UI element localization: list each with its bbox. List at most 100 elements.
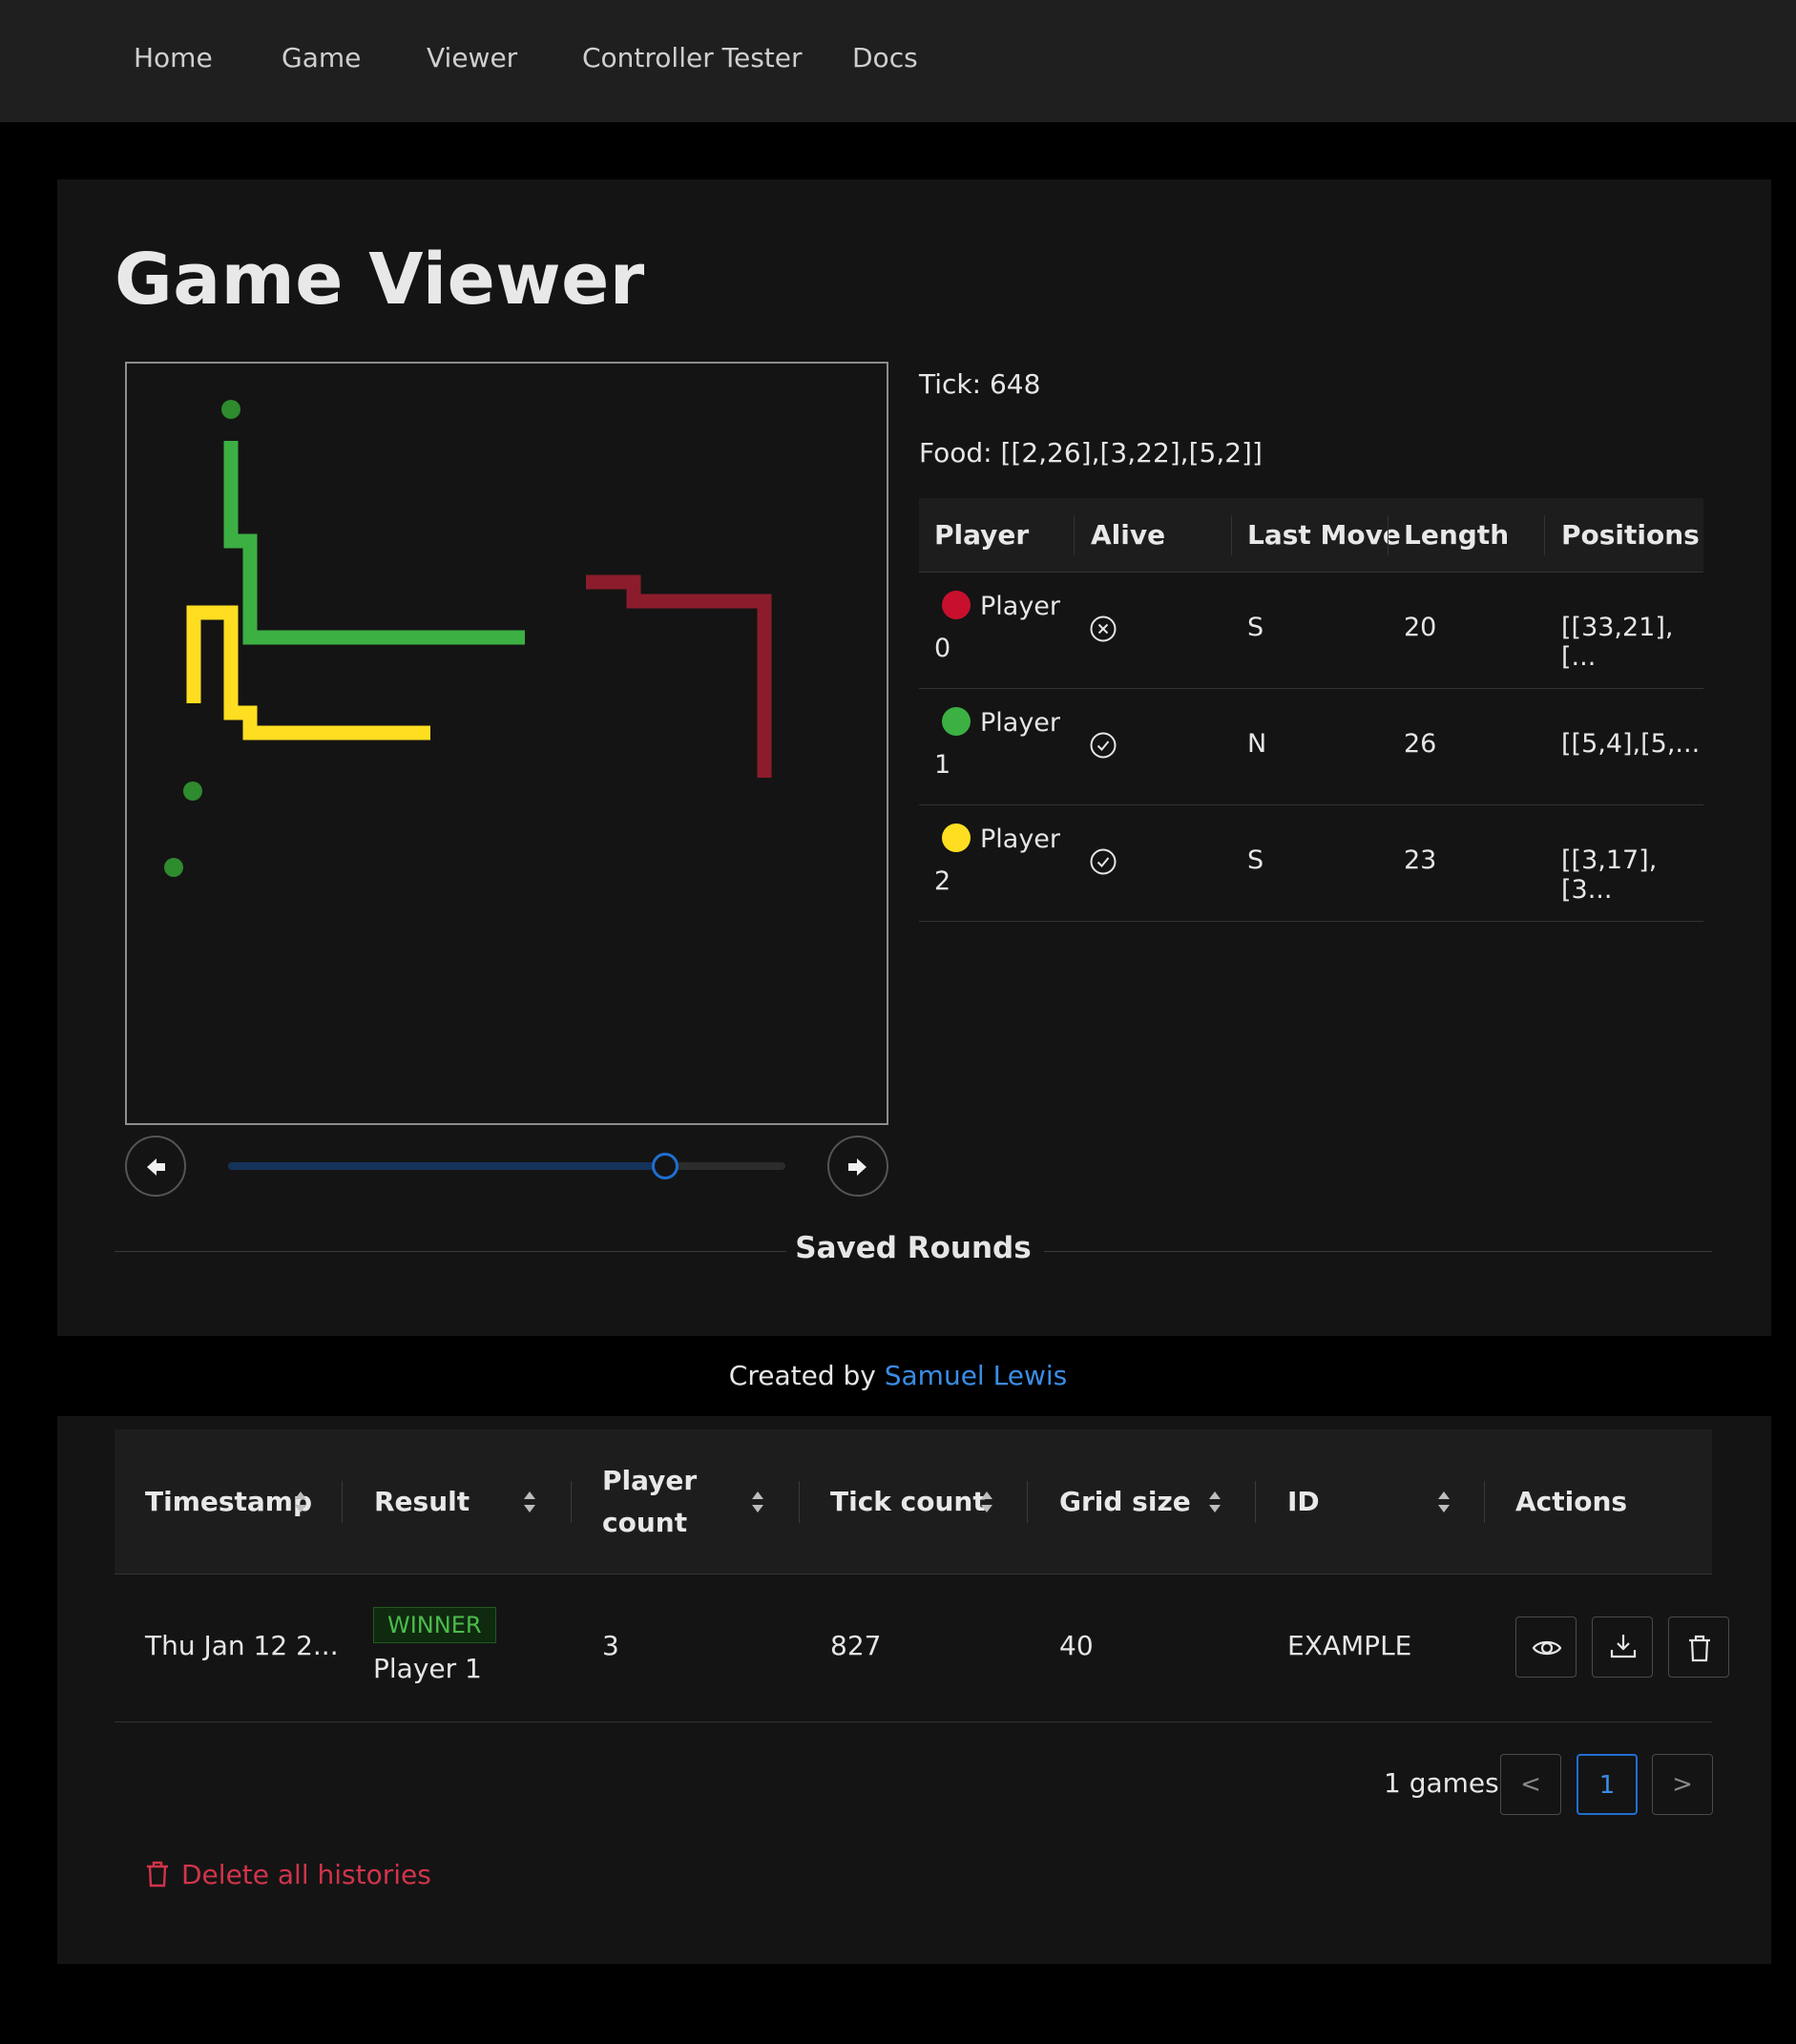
step-forward-button[interactable] (827, 1136, 888, 1197)
player-color-dot (942, 707, 971, 736)
nav-home[interactable]: Home (134, 42, 213, 73)
arrow-left-icon (147, 1158, 165, 1176)
food-item (164, 858, 183, 877)
prev-page-button[interactable]: < (1500, 1754, 1561, 1815)
positions: [[33,21],[... (1561, 613, 1674, 672)
nav-controller-tester[interactable]: Controller Tester (582, 42, 803, 73)
player-name-cell: Player 0 (934, 586, 1077, 670)
id-cell: EXAMPLE (1287, 1630, 1412, 1661)
delete-game-button[interactable] (1668, 1616, 1729, 1678)
player-name-cell: Player 1 (934, 702, 1077, 786)
sort-icon[interactable] (292, 1489, 309, 1515)
sort-icon[interactable] (1435, 1489, 1452, 1515)
col-separator (571, 1481, 572, 1523)
board-canvas (164, 400, 772, 877)
col-positions: Positions (1561, 519, 1700, 551)
winner-badge: WINNER (373, 1607, 496, 1643)
sort-icon[interactable] (1206, 1489, 1223, 1515)
col-player-count[interactable]: Player count (602, 1460, 697, 1544)
snake-player-1 (223, 441, 525, 645)
author-link[interactable]: Samuel Lewis (884, 1360, 1068, 1391)
slider-thumb[interactable] (651, 1153, 679, 1179)
player-count-cell: 3 (602, 1630, 619, 1661)
player-name: Player (980, 824, 1061, 854)
player-row: Player 1 N 26 [[5,4],[5,... (919, 689, 1703, 805)
check-circle-icon (1090, 848, 1117, 875)
snake-player-2 (186, 605, 430, 740)
delete-all-label: Delete all histories (181, 1859, 431, 1890)
col-last-move: Last Move (1247, 519, 1401, 551)
view-game-button[interactable] (1515, 1616, 1577, 1678)
last-move: S (1247, 613, 1264, 642)
check-circle-icon (1090, 732, 1117, 759)
col-separator (1027, 1481, 1028, 1523)
divider-line (1044, 1251, 1712, 1252)
col-length: Length (1404, 519, 1510, 551)
snake-length: 23 (1404, 845, 1437, 875)
trash-icon (147, 1861, 168, 1888)
tick-slider[interactable] (228, 1153, 785, 1179)
col-grid-size[interactable]: Grid size (1059, 1486, 1191, 1517)
delete-all-histories-button[interactable]: Delete all histories (145, 1859, 431, 1890)
player-index: 2 (934, 866, 951, 896)
next-page-button[interactable]: > (1652, 1754, 1713, 1815)
trash-icon (1689, 1635, 1710, 1662)
grid-size-cell: 40 (1059, 1630, 1094, 1661)
col-alive: Alive (1091, 519, 1166, 551)
player-index: 1 (934, 750, 951, 780)
sort-icon[interactable] (749, 1489, 766, 1515)
snake-player-0 (586, 574, 772, 778)
x-circle-icon (1090, 615, 1117, 642)
step-back-button[interactable] (125, 1136, 186, 1197)
footer: Created by Samuel Lewis (0, 1360, 1796, 1391)
player-name-cell: Player 2 (934, 819, 1077, 903)
download-game-button[interactable] (1592, 1616, 1653, 1678)
col-result[interactable]: Result (374, 1486, 470, 1517)
download-icon (1610, 1635, 1637, 1658)
food-item (221, 400, 240, 419)
top-navbar: Home Game Viewer Controller Tester Docs (0, 0, 1796, 122)
col-separator (1255, 1481, 1256, 1523)
nav-docs[interactable]: Docs (852, 42, 918, 73)
food-label: Food: [[2,26],[3,22],[5,2]] (919, 437, 1263, 469)
col-player-count-line2: count (602, 1507, 688, 1538)
col-actions: Actions (1515, 1486, 1628, 1517)
col-separator (1484, 1481, 1485, 1523)
col-separator (342, 1481, 343, 1523)
table-row: Thu Jan 12 2... WINNER Player 1 3 827 40… (115, 1575, 1729, 1722)
positions: [[5,4],[5,... (1561, 729, 1701, 759)
positions: [[3,17],[3... (1561, 845, 1658, 905)
footer-prefix: Created by (728, 1360, 876, 1391)
sort-icon[interactable] (978, 1489, 995, 1515)
tick-count-cell: 827 (830, 1630, 882, 1661)
player-color-dot (942, 591, 971, 619)
slider-fill (228, 1162, 665, 1170)
arrow-right-icon (848, 1158, 867, 1176)
nav-viewer[interactable]: Viewer (427, 42, 518, 73)
nav-game[interactable]: Game (282, 42, 362, 73)
timestamp-cell: Thu Jan 12 2... (145, 1630, 339, 1661)
player-color-dot (942, 824, 971, 852)
col-separator (1544, 515, 1545, 555)
game-board (125, 362, 888, 1125)
winner-player: Player 1 (373, 1653, 482, 1684)
player-row: Player 0 S 20 [[33,21],[... (919, 573, 1703, 689)
page-title: Game Viewer (115, 239, 645, 321)
col-id[interactable]: ID (1287, 1486, 1320, 1517)
tick-label: Tick: 648 (919, 368, 1041, 400)
player-name: Player (980, 708, 1061, 738)
players-table-header: Player Alive Last Move Length Positions (919, 498, 1703, 573)
games-count: 1 games (1384, 1767, 1499, 1799)
snake-length: 20 (1404, 613, 1437, 642)
col-timestamp[interactable]: Timestamp (145, 1486, 313, 1517)
col-separator (1074, 515, 1075, 555)
page-1-button[interactable]: 1 (1577, 1754, 1638, 1815)
col-separator (1388, 515, 1389, 555)
col-tick-count[interactable]: Tick count (830, 1486, 986, 1517)
saved-rounds-heading: Saved Rounds (795, 1231, 1032, 1265)
player-index: 0 (934, 634, 951, 663)
player-name: Player (980, 592, 1061, 621)
sort-icon[interactable] (521, 1489, 538, 1515)
food-item (183, 782, 202, 801)
last-move: S (1247, 845, 1264, 875)
